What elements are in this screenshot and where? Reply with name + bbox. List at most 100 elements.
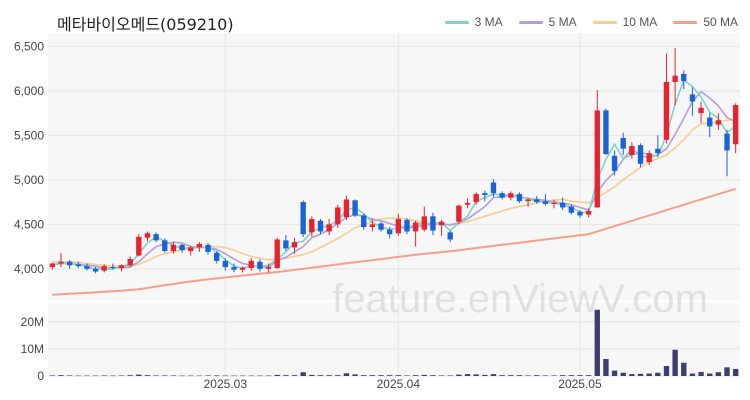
volume-bar: [689, 373, 696, 376]
candle-body: [75, 264, 81, 267]
volume-bar: [317, 375, 324, 376]
candle-body: [291, 242, 298, 248]
candle-body: [343, 199, 350, 218]
volume-bar: [386, 375, 393, 376]
candle-body: [663, 81, 670, 140]
price-tick-label: 6,000: [14, 84, 44, 98]
candle-body: [404, 219, 410, 232]
x-tick-label: 2025.04: [377, 377, 421, 391]
volume-bar: [231, 375, 237, 377]
candle-body: [542, 201, 549, 204]
candle-body: [447, 232, 453, 240]
volume-bar: [153, 375, 159, 376]
candle-body: [274, 239, 280, 268]
volume-bar: [534, 375, 540, 376]
volume-bar: [213, 375, 220, 376]
volume-bar: [144, 375, 151, 376]
volume-bar: [490, 374, 497, 376]
candle-body: [84, 266, 90, 269]
volume-bar: [594, 309, 600, 376]
candle-body: [205, 244, 211, 252]
legend-swatch: [518, 20, 543, 24]
legend-label: 5 MA: [548, 15, 577, 29]
volume-tick-label: 10M: [21, 342, 44, 356]
candle-body: [110, 267, 116, 269]
candle-body: [482, 193, 488, 195]
candle-body: [629, 146, 635, 155]
volume-bar: [629, 374, 635, 376]
volume-bar: [732, 368, 739, 376]
volume-bar: [655, 372, 661, 376]
candle-body: [594, 110, 600, 208]
volume-panel: [48, 303, 740, 376]
volume-bar: [620, 372, 626, 376]
volume-bar: [248, 375, 254, 377]
volume-bar: [447, 375, 453, 376]
candle-body: [715, 120, 722, 125]
legend-label: 3 MA: [474, 15, 503, 29]
volume-bar: [646, 373, 652, 376]
candle-body: [118, 265, 125, 268]
candle-body: [66, 261, 73, 266]
volume-bar: [361, 375, 367, 376]
candle-body: [568, 206, 575, 213]
candle-body: [689, 94, 696, 102]
candle-body: [516, 194, 523, 202]
candle-body: [473, 194, 479, 203]
volume-bar: [66, 375, 73, 376]
candle-body: [603, 110, 609, 155]
volume-bar: [551, 375, 557, 376]
price-tick-label: 5,500: [14, 128, 44, 142]
volume-bar: [516, 375, 523, 376]
volume-bar: [265, 375, 272, 377]
price-panel: [48, 33, 740, 300]
volume-bar: [499, 375, 505, 376]
volume-bar: [577, 375, 583, 376]
price-tick-label: 4,000: [14, 262, 44, 276]
volume-tick-label: 20M: [21, 315, 44, 329]
candle-body: [464, 202, 471, 205]
volume-bar: [343, 373, 350, 376]
volume-bar: [585, 375, 592, 376]
volume-bar: [473, 374, 479, 376]
legend-swatch: [592, 20, 617, 24]
candle-body: [559, 202, 566, 208]
candle-body: [438, 221, 445, 226]
volume-bar: [482, 374, 488, 376]
volume-bar: [118, 375, 125, 376]
volume-bar: [335, 375, 341, 376]
volume-bar: [542, 375, 549, 376]
candle-body: [101, 266, 107, 271]
price-tick-label: 5,000: [14, 173, 44, 187]
volume-bar: [58, 375, 64, 376]
volume-bar: [196, 375, 203, 377]
volume-bar: [456, 374, 462, 376]
volume-bar: [508, 375, 514, 376]
volume-bar: [49, 375, 56, 376]
volume-bar: [222, 375, 229, 377]
candle-body: [300, 202, 306, 235]
volume-bar: [568, 375, 575, 376]
candle-body: [672, 75, 678, 82]
volume-bar: [75, 375, 81, 377]
volume-bar: [291, 375, 298, 376]
volume-bar: [421, 374, 427, 376]
candle-body: [317, 220, 324, 232]
volume-bar: [724, 367, 730, 376]
watermark: feature.enViewV.com: [332, 277, 708, 321]
volume-bar: [412, 375, 419, 376]
volume-bar: [637, 373, 644, 376]
x-tick-label: 2025.03: [204, 377, 248, 391]
candle-body: [551, 202, 557, 204]
volume-bar: [715, 372, 722, 376]
candle-body: [127, 259, 133, 266]
candle-body: [508, 193, 514, 198]
candle-body: [188, 247, 194, 252]
candle-body: [213, 252, 220, 261]
candle-body: [698, 107, 704, 114]
volume-bar: [430, 375, 436, 376]
legend-item: 10 MA: [592, 15, 657, 29]
volume-bar: [179, 375, 185, 377]
ma-line-10ma: [52, 118, 736, 268]
